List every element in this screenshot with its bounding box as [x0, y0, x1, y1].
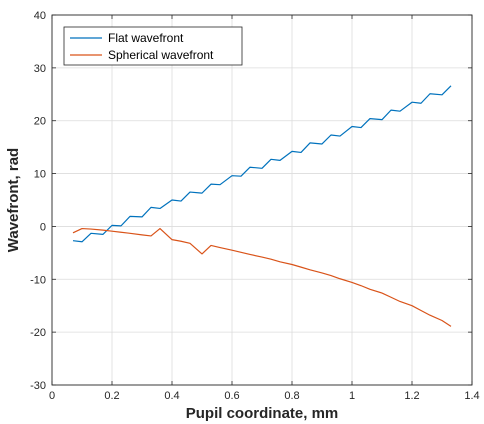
legend-label-flat-wavefront: Flat wavefront [108, 31, 184, 45]
series-line-spherical-wavefront [72, 227, 452, 327]
axes-box [51, 14, 473, 386]
y-tick-label: 20 [34, 116, 46, 128]
y-tick-label: -30 [30, 380, 46, 392]
y-tick-label: -20 [30, 327, 46, 339]
tick-labels: 0 0.2 0.4 0.6 0.8 1 1.2 1.4 -30 -20 -10 0 10 20 30 40 [30, 10, 480, 402]
axes [51, 14, 473, 386]
series-line-flat-wavefront [72, 85, 452, 243]
grid [51, 14, 473, 386]
y-tick-label: -10 [30, 274, 46, 286]
x-tick-label: 1.4 [464, 390, 479, 402]
x-tick-label: 0.2 [104, 390, 119, 402]
x-tick-label: 0.8 [284, 390, 299, 402]
x-tick-label: 0.6 [224, 390, 239, 402]
y-tick-label: 40 [34, 10, 46, 22]
series-layer [72, 85, 452, 327]
y-tick-label: 0 [40, 221, 46, 233]
legend: Flat wavefront Spherical wavefront [63, 26, 243, 66]
legend-label-spherical-wavefront: Spherical wavefront [108, 48, 214, 62]
y-axis-label: Wavefront, rad [5, 148, 22, 252]
x-tick-label: 0.4 [164, 390, 179, 402]
x-tick-label: 0 [49, 390, 55, 402]
x-tick-label: 1 [349, 390, 355, 402]
plot-background [52, 15, 472, 385]
y-tick-label: 10 [34, 169, 46, 181]
x-axis-label: Pupil coordinate, mm [186, 405, 339, 422]
legend-box [63, 26, 243, 66]
y-tick-label: 30 [34, 63, 46, 75]
x-tick-label: 1.2 [404, 390, 419, 402]
plot-area [52, 15, 472, 385]
